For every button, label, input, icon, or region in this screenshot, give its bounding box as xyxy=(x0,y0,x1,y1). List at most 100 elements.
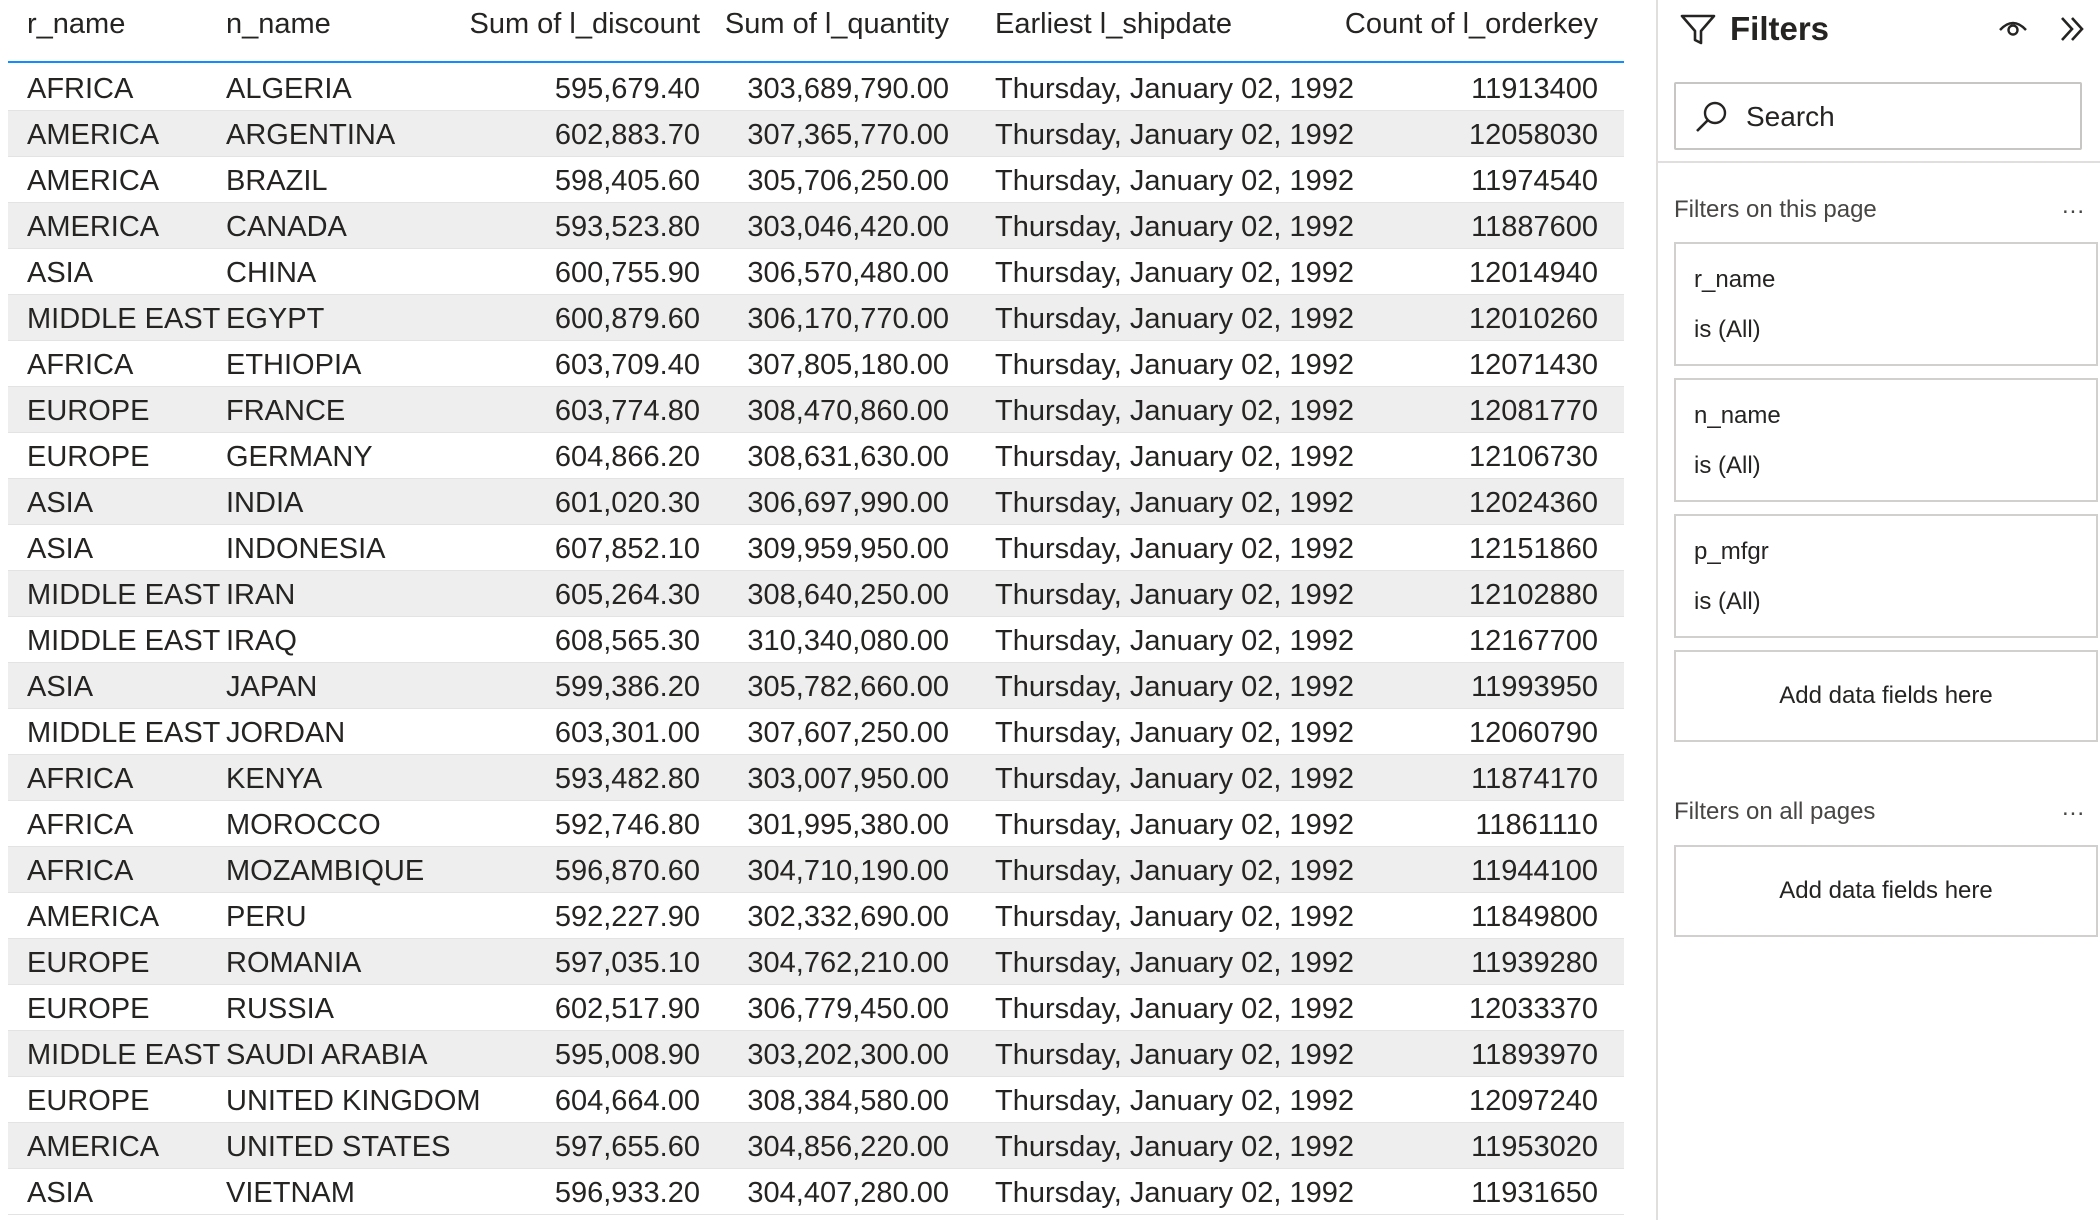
table-row[interactable]: AMERICA UNITED STATES 597,655.60 304,856,22… xyxy=(8,1123,1624,1169)
cell-r-name: MIDDLE EAST xyxy=(27,1039,221,1071)
all-pages-filters-more-options-button[interactable]: ... xyxy=(2062,794,2086,821)
cell-earliest-shipdate: Thursday, January 02, 1992 xyxy=(995,257,1354,289)
cell-sum-quantity: 303,202,300.00 xyxy=(747,1039,949,1071)
cell-sum-discount: 601,020.30 xyxy=(554,487,700,519)
column-header-earliest-shipdate[interactable]: Earliest l_shipdate xyxy=(995,8,1232,40)
cell-earliest-shipdate: Thursday, January 02, 1992 xyxy=(995,487,1354,519)
column-header-sum-discount[interactable]: Sum of l_discount xyxy=(469,8,700,40)
cell-earliest-shipdate: Thursday, January 02, 1992 xyxy=(995,625,1354,657)
table-row[interactable]: EUROPE RUSSIA 602,517.90 306,779,450.00 Thur… xyxy=(8,985,1624,1031)
cell-earliest-shipdate: Thursday, January 02, 1992 xyxy=(995,533,1354,565)
table-row[interactable]: AFRICA KENYA 593,482.80 303,007,950.00 Thurs… xyxy=(8,755,1624,801)
cell-r-name: AFRICA xyxy=(27,809,134,841)
cell-r-name: MIDDLE EAST xyxy=(27,303,221,335)
page-filters-more-options-button[interactable]: ... xyxy=(2062,192,2086,219)
search-input[interactable] xyxy=(1746,98,2066,136)
table-row[interactable]: MIDDLE EAST IRAN 605,264.30 308,640,250.00 T… xyxy=(8,571,1624,617)
cell-sum-quantity: 307,365,770.00 xyxy=(747,119,949,151)
cell-sum-quantity: 305,782,660.00 xyxy=(747,671,949,703)
cell-n-name: FRANCE xyxy=(226,395,346,427)
double-chevron-right-icon[interactable] xyxy=(2058,14,2086,44)
search-box[interactable] xyxy=(1674,82,2082,150)
cell-sum-quantity: 306,697,990.00 xyxy=(747,487,949,519)
cell-n-name: ALGERIA xyxy=(226,73,352,105)
filters-pane: Filters Filters on this page ... r_name … xyxy=(1658,0,2100,1220)
table-row[interactable]: AMERICA CANADA 593,523.80 303,046,420.00 Thu… xyxy=(8,203,1624,249)
cell-sum-discount: 595,008.90 xyxy=(554,1039,700,1071)
cell-sum-quantity: 305,706,250.00 xyxy=(747,165,949,197)
table-row[interactable]: ASIA INDONESIA 607,852.10 309,959,950.00 Thu… xyxy=(8,525,1624,571)
cell-sum-quantity: 310,340,080.00 xyxy=(747,625,949,657)
cell-n-name: GERMANY xyxy=(226,441,373,473)
table-row[interactable]: EUROPE ROMANIA 597,035.10 304,762,210.00 Thu… xyxy=(8,939,1624,985)
table-row[interactable]: EUROPE FRANCE 603,774.80 308,470,860.00 Thur… xyxy=(8,387,1624,433)
cell-earliest-shipdate: Thursday, January 02, 1992 xyxy=(995,717,1354,749)
table-row[interactable]: ASIA INDIA 601,020.30 306,697,990.00 Thursda… xyxy=(8,479,1624,525)
cell-earliest-shipdate: Thursday, January 02, 1992 xyxy=(995,855,1354,887)
filter-card-r-name[interactable]: r_name is (All) xyxy=(1674,242,2098,366)
cell-r-name: ASIA xyxy=(27,487,94,519)
cell-earliest-shipdate: Thursday, January 02, 1992 xyxy=(995,349,1354,381)
cell-sum-quantity: 306,779,450.00 xyxy=(747,993,949,1025)
table-row[interactable]: MIDDLE EAST JORDAN 603,301.00 307,607,250.0… xyxy=(8,709,1624,755)
cell-count-orderkey: 12071430 xyxy=(1468,349,1598,381)
column-header-r-name[interactable]: r_name xyxy=(27,8,126,40)
cell-r-name: AFRICA xyxy=(27,763,134,795)
column-header-sum-quantity[interactable]: Sum of l_quantity xyxy=(724,8,949,40)
cell-earliest-shipdate: Thursday, January 02, 1992 xyxy=(995,809,1354,841)
cell-sum-discount: 603,709.40 xyxy=(554,349,700,381)
cell-n-name: JAPAN xyxy=(226,671,318,703)
column-header-count-orderkey[interactable]: Count of l_orderkey xyxy=(1344,8,1598,40)
table-row[interactable]: MIDDLE EAST IRAQ 608,565.30 310,340,080.00 T… xyxy=(8,617,1624,663)
filter-card-field-name: p_mfgr xyxy=(1694,538,1769,565)
column-header-n-name[interactable]: n_name xyxy=(226,8,331,40)
cell-r-name: ASIA xyxy=(27,257,94,289)
cell-r-name: AMERICA xyxy=(27,211,160,243)
table-row[interactable]: ASIA CHINA 600,755.90 306,570,480.00 Thursda… xyxy=(8,249,1624,295)
cell-count-orderkey: 12097240 xyxy=(1468,1085,1598,1117)
table-row[interactable]: AFRICA ALGERIA 595,679.40 303,689,790.00 Thu… xyxy=(8,65,1624,111)
table-row[interactable]: ASIA JAPAN 599,386.20 305,782,660.00 Thursda… xyxy=(8,663,1624,709)
cell-count-orderkey: 12106730 xyxy=(1468,441,1598,473)
cell-sum-quantity: 304,710,190.00 xyxy=(747,855,949,887)
cell-sum-discount: 598,405.60 xyxy=(554,165,700,197)
cell-count-orderkey: 11887600 xyxy=(1471,211,1598,243)
cell-sum-quantity: 304,762,210.00 xyxy=(747,947,949,979)
table-row[interactable]: EUROPE GERMANY 604,866.20 308,631,630.00 Thu… xyxy=(8,433,1624,479)
cell-count-orderkey: 12081770 xyxy=(1468,395,1598,427)
cell-n-name: UNITED STATES xyxy=(226,1131,451,1163)
table-row[interactable]: AMERICA PERU 592,227.90 302,332,690.00 Thurs… xyxy=(8,893,1624,939)
cell-n-name: IRAQ xyxy=(226,625,297,657)
table-row[interactable]: MIDDLE EAST SAUDI ARABIA 595,008.90 303,202… xyxy=(8,1031,1624,1077)
table-row[interactable]: AFRICA MOZAMBIQUE 596,870.60 304,710,190.00… xyxy=(8,847,1624,893)
cell-earliest-shipdate: Thursday, January 02, 1992 xyxy=(995,303,1354,335)
cell-n-name: RUSSIA xyxy=(226,993,334,1025)
table-row[interactable]: AMERICA ARGENTINA 602,883.70 307,365,770.00… xyxy=(8,111,1624,157)
filter-card-state: is (All) xyxy=(1694,452,1761,479)
cell-earliest-shipdate: Thursday, January 02, 1992 xyxy=(995,763,1354,795)
cell-count-orderkey: 12010260 xyxy=(1468,303,1598,335)
table-row[interactable]: ASIA VIETNAM 596,933.20 304,407,280.00 Thurs… xyxy=(8,1169,1624,1215)
cell-sum-discount: 602,883.70 xyxy=(554,119,700,151)
table-row[interactable]: AFRICA MOROCCO 592,746.80 301,995,380.00 Thu… xyxy=(8,801,1624,847)
eye-icon[interactable] xyxy=(1998,16,2028,38)
cell-sum-discount: 600,755.90 xyxy=(554,257,700,289)
cell-n-name: MOROCCO xyxy=(226,809,381,841)
cell-count-orderkey: 11893970 xyxy=(1471,1039,1598,1071)
cell-count-orderkey: 11974540 xyxy=(1471,165,1598,197)
all-pages-filters-drop-zone[interactable]: Add data fields here xyxy=(1674,845,2098,937)
search-icon xyxy=(1696,101,1727,132)
cell-earliest-shipdate: Thursday, January 02, 1992 xyxy=(995,395,1354,427)
table-row[interactable]: EUROPE UNITED KINGDOM 604,664.00 308,384,58… xyxy=(8,1077,1624,1123)
cell-count-orderkey: 11861110 xyxy=(1475,809,1598,841)
table-row[interactable]: AMERICA BRAZIL 598,405.60 305,706,250.00 Thu… xyxy=(8,157,1624,203)
cell-earliest-shipdate: Thursday, January 02, 1992 xyxy=(995,441,1354,473)
filter-card-p-mfgr[interactable]: p_mfgr is (All) xyxy=(1674,514,2098,638)
cell-sum-discount: 603,774.80 xyxy=(554,395,700,427)
table-row[interactable]: MIDDLE EAST EGYPT 600,879.60 306,170,770.00… xyxy=(8,295,1624,341)
table-row[interactable]: AFRICA ETHIOPIA 603,709.40 307,805,180.00 Th… xyxy=(8,341,1624,387)
cell-r-name: ASIA xyxy=(27,1177,94,1209)
filter-card-n-name[interactable]: n_name is (All) xyxy=(1674,378,2098,502)
page-filters-drop-zone[interactable]: Add data fields here xyxy=(1674,650,2098,742)
table-body: AFRICA ALGERIA 595,679.40 303,689,790.00 Thu… xyxy=(0,65,1640,1215)
